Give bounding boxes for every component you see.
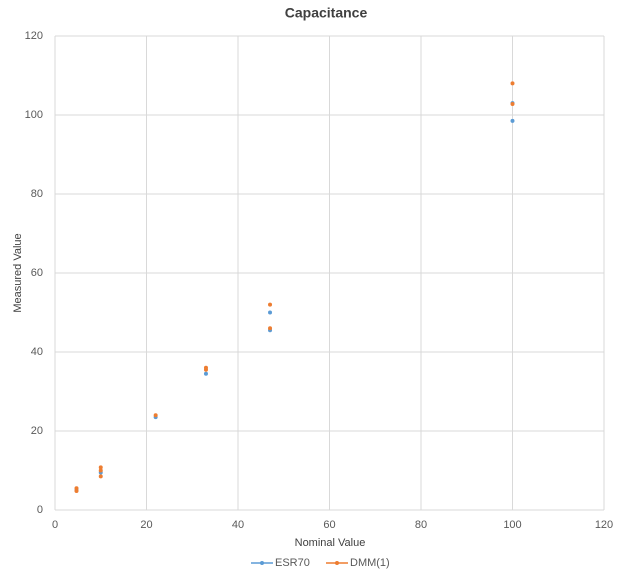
- x-tick-label: 120: [595, 519, 613, 531]
- point: [268, 310, 273, 315]
- x-tick-label: 20: [140, 519, 152, 531]
- point: [203, 367, 208, 372]
- legend-marker: [335, 561, 339, 565]
- y-tick-label: 100: [25, 109, 43, 121]
- y-tick-label: 120: [25, 30, 43, 42]
- point: [98, 468, 103, 473]
- y-tick-label: 60: [31, 267, 43, 279]
- y-tick-label: 80: [31, 188, 43, 200]
- point: [74, 489, 79, 494]
- x-tick-label: 60: [323, 519, 335, 531]
- point: [268, 326, 273, 331]
- legend-marker: [260, 561, 264, 565]
- point: [203, 371, 208, 376]
- chart-title: Capacitance: [285, 5, 368, 21]
- point: [510, 81, 515, 86]
- x-tick-label: 0: [52, 519, 58, 531]
- y-axis-title: Measured Value: [12, 233, 24, 312]
- x-tick-label: 80: [415, 519, 427, 531]
- point: [268, 302, 273, 307]
- y-tick-label: 20: [31, 425, 43, 437]
- legend-label: ESR70: [275, 557, 310, 569]
- point: [98, 474, 103, 479]
- x-tick-label: 100: [503, 519, 521, 531]
- y-tick-label: 0: [37, 504, 43, 516]
- x-axis-title: Nominal Value: [295, 537, 366, 549]
- legend-label: DMM(1): [350, 557, 390, 569]
- x-tick-label: 40: [232, 519, 244, 531]
- point: [74, 486, 79, 491]
- point: [153, 413, 158, 418]
- point: [510, 118, 515, 123]
- point: [510, 101, 515, 106]
- point: [98, 465, 103, 470]
- y-tick-label: 40: [31, 346, 43, 358]
